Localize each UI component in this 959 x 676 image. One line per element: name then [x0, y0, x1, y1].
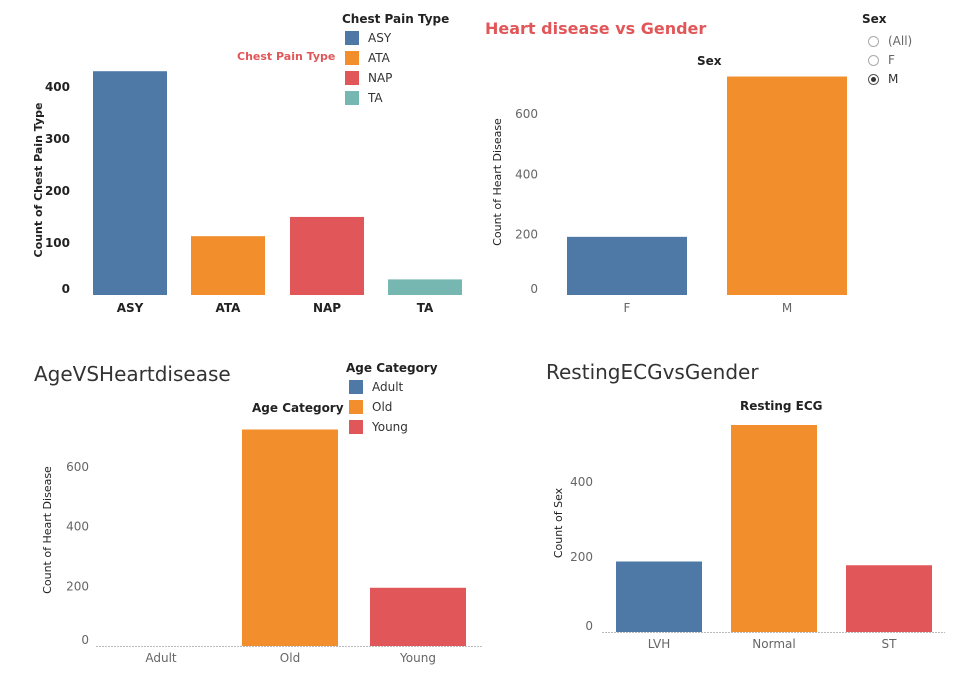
x-tick-label: NAP	[313, 301, 341, 315]
y-axis-label: Count of Chest Pain Type	[32, 103, 45, 258]
y-tick-label: 400	[570, 475, 593, 489]
filter-option-m[interactable]: M	[868, 72, 898, 86]
chart3-title: AgeVSHeartdisease	[34, 362, 231, 386]
x-tick-label: ASY	[117, 301, 144, 315]
chart2-plot: 0 200 400 600 F M Count of Heart Disease	[491, 76, 847, 315]
bar-ata	[191, 236, 265, 295]
y-tick-label: 600	[66, 460, 89, 474]
bar-old	[242, 429, 338, 646]
legend-item-nap[interactable]: NAP	[345, 71, 392, 85]
y-axis-label: Count of Heart Disease	[491, 118, 504, 246]
radio-button[interactable]	[868, 54, 879, 66]
filter-option-f[interactable]: F	[868, 53, 895, 67]
bar-m	[727, 76, 847, 296]
y-tick-label: 300	[45, 132, 70, 146]
chart4-subtitle: Resting ECG	[740, 399, 823, 413]
chart4-title: RestingECGvsGender	[546, 360, 759, 384]
bar-nap	[290, 216, 364, 295]
legend-swatch	[345, 91, 359, 105]
y-tick-label: 0	[585, 619, 593, 633]
chart1-plot: 0 100 200 300 400 ASY ATA NAP TA Count of Chest P…	[32, 71, 462, 315]
x-tick-label: Normal	[752, 637, 795, 651]
y-tick-label: 400	[515, 167, 538, 181]
legend-item-adult[interactable]: Adult	[349, 380, 403, 394]
chart3-legend-title: Age Category	[346, 361, 438, 375]
chart1-legend-title: Chest Pain Type	[342, 12, 450, 26]
y-tick-label: 400	[45, 80, 70, 94]
y-tick-label: 0	[62, 282, 70, 296]
legend-swatch	[345, 51, 359, 65]
x-tick-label: ST	[882, 637, 898, 651]
filter-option-all[interactable]: (All)	[868, 34, 912, 48]
legend-item-old[interactable]: Old	[349, 400, 392, 414]
y-tick-label: 100	[45, 236, 70, 250]
bar-f	[567, 236, 687, 295]
chart1-title: Chest Pain Type	[237, 50, 336, 63]
x-tick-label: ATA	[216, 301, 242, 315]
y-tick-label: 200	[45, 184, 70, 198]
bar-st	[846, 565, 932, 632]
y-tick-label: 200	[515, 228, 538, 242]
y-tick-label: 0	[81, 633, 89, 647]
x-tick-label: F	[624, 301, 631, 315]
chart3-plot: 0 200 400 600 Adult Old Young Count of Heart Di…	[41, 429, 482, 665]
chart2-subtitle: Sex	[697, 54, 722, 68]
filter-title: Sex	[862, 12, 887, 26]
bar-lvh	[616, 561, 702, 632]
bar-ta	[388, 279, 462, 295]
chart4-plot: 0 200 400 LVH Normal ST Count of Sex	[552, 425, 945, 651]
x-tick-label: Young	[399, 651, 436, 665]
legend-swatch	[345, 31, 359, 45]
y-tick-label: 600	[515, 107, 538, 121]
legend-item-ta[interactable]: TA	[345, 91, 383, 105]
x-tick-label: Old	[280, 651, 300, 665]
radio-button-selected[interactable]	[868, 73, 879, 85]
legend-swatch	[349, 380, 363, 394]
x-tick-label: TA	[417, 301, 434, 315]
x-tick-label: LVH	[648, 637, 671, 651]
bar-normal	[731, 425, 817, 632]
legend-swatch	[349, 400, 363, 414]
legend-item-young[interactable]: Young	[349, 420, 408, 434]
bar-asy	[93, 71, 167, 295]
legend-item-ata[interactable]: ATA	[345, 51, 390, 65]
y-tick-label: 400	[66, 520, 89, 534]
y-axis-label: Count of Sex	[552, 487, 565, 558]
chart3-subtitle: Age Category	[252, 401, 344, 415]
x-tick-label: Adult	[145, 651, 177, 665]
legend-item-asy[interactable]: ASY	[345, 31, 391, 45]
x-tick-label: M	[782, 301, 792, 315]
legend-swatch	[345, 71, 359, 85]
y-tick-label: 200	[570, 550, 593, 564]
radio-button[interactable]	[868, 35, 879, 47]
y-tick-label: 0	[530, 282, 538, 296]
chart2-title: Heart disease vs Gender	[485, 19, 707, 38]
y-axis-label: Count of Heart Disease	[41, 466, 54, 594]
y-tick-label: 200	[66, 579, 89, 593]
legend-swatch	[349, 420, 363, 434]
bar-young	[370, 587, 466, 646]
